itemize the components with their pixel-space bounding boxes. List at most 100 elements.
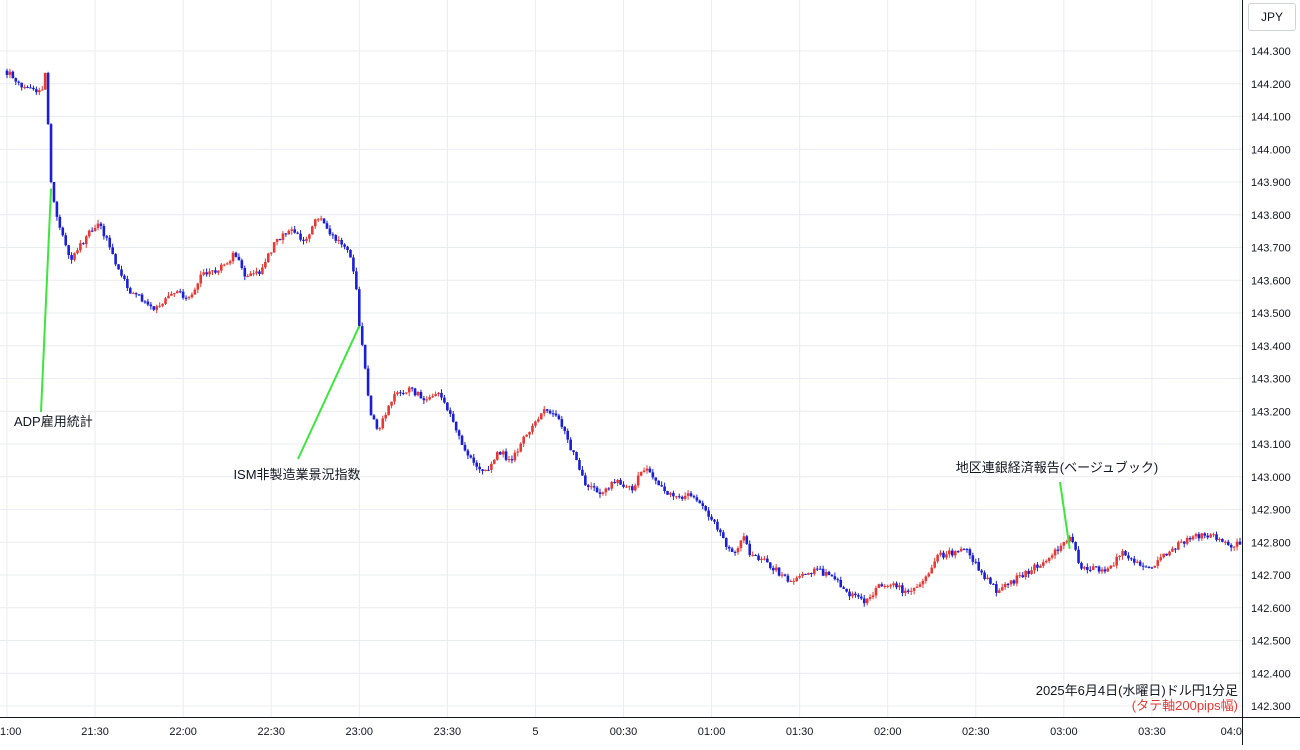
candle-body bbox=[695, 497, 699, 501]
candle-body bbox=[1153, 565, 1157, 568]
candle-body bbox=[346, 246, 349, 250]
y-tick-label: 144.000 bbox=[1251, 144, 1291, 156]
candle-body bbox=[29, 87, 32, 89]
candle-body bbox=[886, 585, 890, 587]
candle-body bbox=[666, 491, 669, 495]
candle-body bbox=[654, 477, 658, 481]
candle-body bbox=[469, 455, 473, 458]
candle-body bbox=[460, 435, 464, 445]
candle-body bbox=[451, 413, 455, 422]
candle-body bbox=[319, 218, 323, 220]
candle-body bbox=[1124, 551, 1127, 556]
candle-body bbox=[1232, 546, 1236, 548]
candle-body bbox=[548, 410, 552, 414]
candle-body bbox=[839, 579, 843, 588]
candle-body bbox=[939, 552, 942, 555]
y-tick-label: 143.000 bbox=[1251, 472, 1291, 484]
candle-body bbox=[454, 421, 458, 431]
annotation-label: 地区連銀経済報告(ベージュブック) bbox=[956, 460, 1159, 475]
candle-body bbox=[586, 485, 590, 487]
chart-caption-title: 2025年6月4日(水曜日)ドル円1分足 bbox=[1036, 683, 1238, 698]
candle-body bbox=[296, 232, 299, 234]
candle-body bbox=[912, 587, 916, 591]
candle-body bbox=[795, 577, 799, 581]
candle-body bbox=[431, 396, 434, 398]
x-tick-label: 00:30 bbox=[610, 726, 638, 738]
candle-body bbox=[293, 229, 296, 233]
candle-body bbox=[892, 583, 895, 586]
candle-body bbox=[1194, 534, 1198, 537]
candle-body bbox=[422, 398, 426, 401]
y-tick-label: 142.500 bbox=[1251, 636, 1291, 648]
candle-body bbox=[639, 472, 643, 476]
candle-body bbox=[927, 573, 931, 577]
candle-body bbox=[830, 575, 834, 577]
candle-body bbox=[76, 250, 79, 254]
candle-body bbox=[120, 269, 123, 276]
candle-body bbox=[134, 293, 138, 295]
candle-body bbox=[1071, 536, 1074, 543]
candle-body bbox=[578, 460, 581, 470]
candle-body bbox=[1074, 542, 1077, 550]
candle-body bbox=[272, 242, 276, 253]
candle-body bbox=[522, 436, 525, 444]
candle-body bbox=[105, 236, 109, 238]
candle-body bbox=[883, 585, 887, 587]
candle-body bbox=[234, 252, 238, 257]
annotation-label: ADP雇用統計 bbox=[14, 414, 93, 429]
candle-body bbox=[537, 419, 540, 422]
candle-body bbox=[804, 573, 807, 575]
x-tick-label: 01:30 bbox=[786, 726, 814, 738]
candle-body bbox=[1003, 583, 1007, 588]
x-tick-label: 23:00 bbox=[346, 726, 374, 738]
candle-body bbox=[108, 237, 112, 248]
candle-body bbox=[328, 228, 332, 235]
candle-body bbox=[950, 550, 954, 556]
candle-body bbox=[1112, 565, 1116, 567]
candle-body bbox=[933, 561, 936, 568]
candle-body bbox=[1033, 564, 1036, 571]
candle-body bbox=[46, 72, 50, 125]
candle-body bbox=[962, 548, 966, 550]
candle-body bbox=[117, 264, 120, 270]
candle-body bbox=[495, 452, 499, 460]
x-tick-label: 03:30 bbox=[1138, 726, 1166, 738]
candle-body bbox=[974, 561, 978, 563]
candle-body bbox=[384, 414, 388, 419]
currency-label[interactable]: JPY bbox=[1248, 3, 1296, 31]
y-tick-label: 142.600 bbox=[1251, 603, 1291, 615]
candle-body bbox=[789, 580, 793, 582]
candle-body bbox=[1065, 541, 1069, 543]
candle-body bbox=[595, 487, 599, 493]
candle-body bbox=[1133, 558, 1136, 563]
candle-body bbox=[566, 430, 570, 440]
candle-body bbox=[1021, 575, 1025, 578]
x-tick-label: 02:30 bbox=[962, 726, 990, 738]
candle-body bbox=[369, 395, 373, 416]
candle-body bbox=[67, 245, 70, 256]
candle-body bbox=[625, 486, 628, 488]
x-tick-label: 04:0 bbox=[1221, 726, 1242, 738]
candle-body bbox=[986, 577, 989, 579]
candle-body bbox=[807, 573, 810, 575]
candle-body bbox=[416, 392, 420, 396]
candle-body bbox=[79, 243, 82, 251]
candle-body bbox=[1206, 535, 1210, 538]
candle-body bbox=[99, 223, 103, 226]
candle-body bbox=[37, 90, 41, 93]
candle-body bbox=[742, 536, 746, 541]
candle-body bbox=[302, 239, 305, 241]
candle-body bbox=[1012, 580, 1016, 584]
candle-body bbox=[8, 71, 12, 75]
candle-body bbox=[724, 538, 728, 547]
candle-body bbox=[375, 419, 379, 429]
candle-body bbox=[161, 303, 164, 306]
candle-body bbox=[648, 468, 652, 473]
candle-body bbox=[757, 555, 760, 561]
candle-body bbox=[35, 89, 38, 93]
candle-body bbox=[126, 278, 129, 289]
candle-body bbox=[821, 568, 825, 576]
candle-body bbox=[155, 306, 159, 310]
